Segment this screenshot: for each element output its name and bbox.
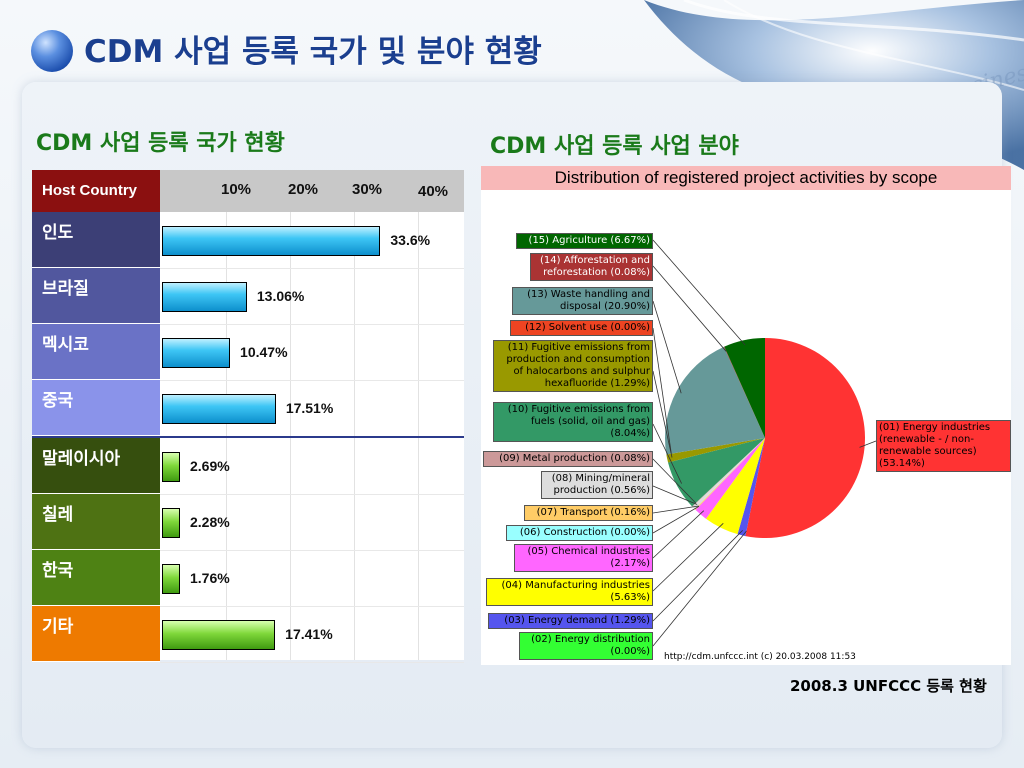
footer-note: 2008.3 UNFCCC 등록 현황 [790,677,987,695]
country-label: 기타 [32,606,160,662]
country-label: 인도 [32,212,160,268]
leader-line [652,530,747,647]
legend-s10: (10) Fugitive emissions from fuels (soli… [493,402,653,442]
x-tick-20: 20% [288,181,319,198]
legend-s04: (04) Manufacturing industries (5.63%) [486,578,653,606]
legend-s07: (07) Transport (0.16%) [524,505,653,521]
bar-value-label: 33.6% [390,232,431,248]
bar-value-label: 1.76% [190,570,230,586]
bar-value-label: 2.69% [190,458,230,474]
country-label: 칠레 [32,494,160,550]
bar [162,226,381,256]
scope-pie-panel: Distribution of registered project activ… [481,166,1011,665]
pie-slice [694,438,765,510]
country-label: 멕시코 [32,324,160,380]
leader-line [652,530,743,622]
bar-value-label: 17.51% [285,400,334,416]
leader-line [652,239,746,346]
legend-s02: (02) Energy distribution (0.00%) [519,632,653,660]
bar-value-label: 13.06% [256,288,305,304]
row-gridline [160,662,464,663]
country-label: 한국 [32,550,160,606]
leader-line [652,505,700,534]
bar [162,394,276,424]
pie-slice [705,438,765,535]
right-section-title: CDM 사업 등록 사업 분야 [490,134,739,159]
legend-s01: (01) Energy industries (renewable - / no… [876,420,1011,472]
x-tick-30: 30% [352,181,383,198]
country-label: 브라질 [32,268,160,324]
row-gridline [160,550,464,551]
page-title: CDM 사업 등록 국가 및 분야 현황 [84,34,542,70]
leader-line [652,458,697,504]
x-tick-40: 40% [418,183,449,200]
row-gridline [160,268,464,269]
pie-slice [724,338,765,438]
legend-s11: (11) Fugitive emissions from production … [493,340,653,392]
bar-value-label: 2.28% [190,514,230,530]
row-gridline [160,494,464,495]
legend-s06: (06) Construction (0.00%) [506,525,653,541]
pie-chart-title: Distribution of registered project activ… [481,166,1011,190]
legend-s05: (05) Chemical industries (2.17%) [514,544,653,572]
axis-header [160,170,464,212]
bar-value-label: 10.47% [240,344,288,360]
left-section-title: CDM 사업 등록 국가 현황 [36,131,285,156]
leader-line [652,423,682,484]
bar [162,338,231,368]
row-gridline [160,606,464,607]
title-bullet-icon [31,30,73,72]
leader-line [652,510,705,559]
leader-line [652,327,672,454]
pie-slice [695,438,765,519]
pie-slice [723,346,765,438]
group-separator [32,436,464,438]
legend-s08: (08) Mining/mineral production (0.56%) [541,471,653,499]
legend-s15: (15) Agriculture (6.67%) [516,233,653,249]
legend-s09: (09) Metal production (0.08%) [483,451,653,467]
source-note: http://cdm.unfccc.int (c) 20.03.2008 11:… [664,652,856,662]
legend-s14: (14) Afforestation and reforestation (0.… [530,253,653,281]
leader-line [652,523,724,592]
leader-line [652,485,698,505]
country-bar-chart: Host Country 10% 20% 30% 40% 인도 33.6% 브라질 1… [32,170,464,663]
pie-slice [737,438,765,537]
leader-line [859,440,877,448]
leader-line [652,505,699,514]
pie-slice [692,438,765,507]
leader-line [652,300,682,394]
bar-value-label: 17.41% [285,626,333,642]
bar [162,452,180,482]
bar [162,508,180,538]
pie-chart-svg [652,239,877,647]
row-gridline [160,324,464,325]
pie-slice [668,438,765,507]
country-label: 중국 [32,380,160,436]
bar [162,282,247,312]
pie-slice [666,438,765,463]
legend-s03: (03) Energy demand (1.29%) [488,613,653,629]
pie-slice [692,438,765,510]
legend-s13: (13) Waste handling and disposal (20.90%… [512,287,653,315]
legend-s12: (12) Solvent use (0.00%) [510,320,653,336]
row-gridline [160,380,464,381]
host-country-header: Host Country [32,170,160,212]
x-tick-10: 10% [221,181,252,198]
leader-line [652,265,727,352]
leader-line [652,370,673,458]
pie-slice [665,346,765,455]
bar [162,620,276,650]
bar [162,564,180,594]
pie-slice [745,338,865,538]
country-label: 말레이시아 [32,438,160,494]
